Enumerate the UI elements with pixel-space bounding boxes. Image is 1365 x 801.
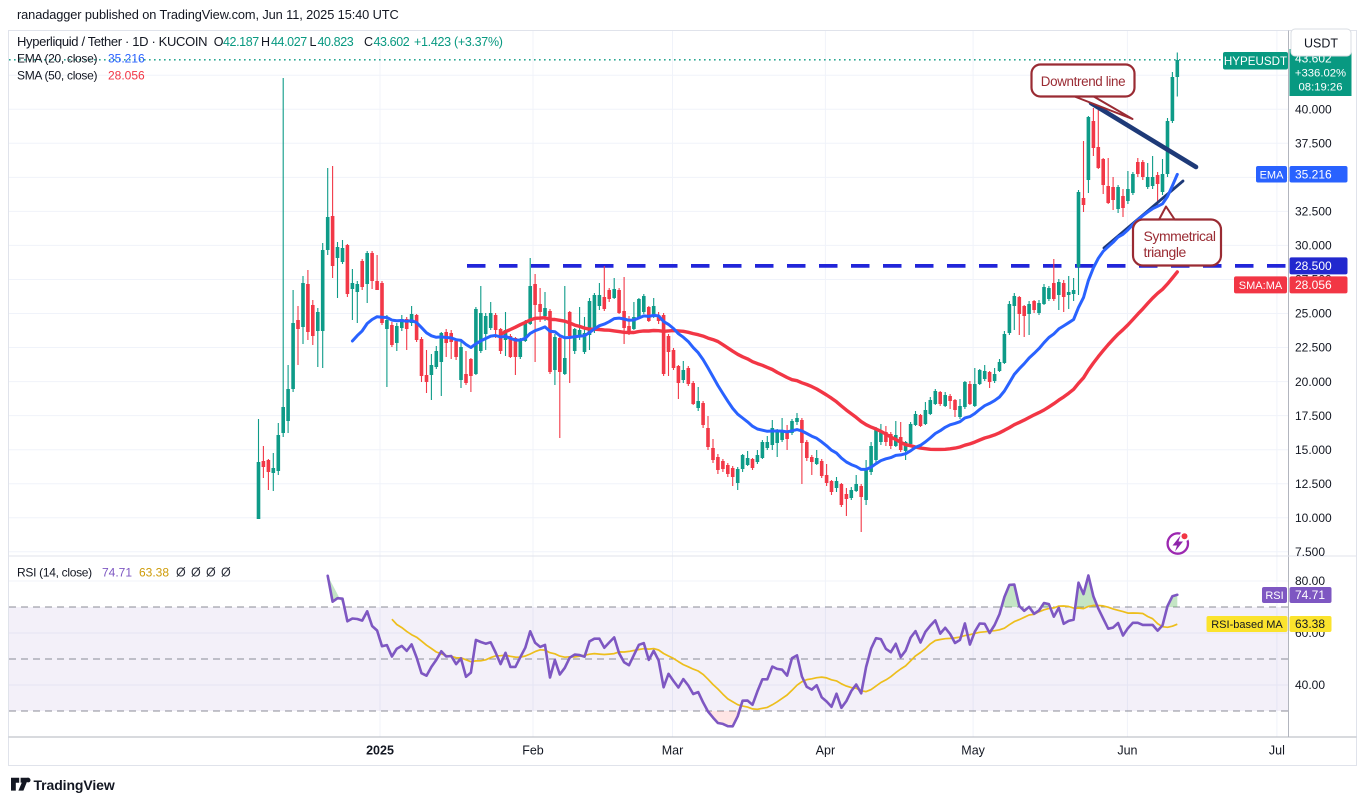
svg-text:+336.02%: +336.02%	[1295, 68, 1346, 80]
svg-text:Symmetrical: Symmetrical	[1144, 228, 1216, 244]
svg-text:Mar: Mar	[662, 744, 684, 758]
svg-text:37.500: 37.500	[1295, 137, 1332, 151]
svg-text:17.500: 17.500	[1295, 409, 1332, 423]
svg-text:28.056: 28.056	[108, 69, 145, 83]
svg-text:Apr: Apr	[816, 744, 835, 758]
svg-text:H: H	[261, 35, 270, 49]
svg-text:C: C	[364, 35, 373, 49]
svg-text:HYPEUSDT: HYPEUSDT	[1224, 55, 1287, 68]
svg-text:08:19:26: 08:19:26	[1299, 82, 1343, 94]
svg-text:74.71: 74.71	[102, 566, 132, 580]
svg-text:May: May	[961, 744, 985, 758]
svg-text:RSI-based MA: RSI-based MA	[1211, 619, 1283, 631]
svg-text:44.027: 44.027	[271, 35, 307, 49]
svg-text:EMA (20, close): EMA (20, close)	[17, 51, 98, 65]
svg-text:22.500: 22.500	[1295, 341, 1332, 355]
svg-text:SMA (50, close): SMA (50, close)	[17, 69, 98, 83]
svg-text:Jun: Jun	[1117, 744, 1137, 758]
svg-text:43.602: 43.602	[374, 35, 410, 49]
svg-text:Ø: Ø	[206, 566, 216, 580]
svg-text:triangle: triangle	[1144, 244, 1187, 260]
svg-text:RSI (14, close): RSI (14, close)	[17, 566, 92, 580]
svg-text:80.00: 80.00	[1295, 574, 1325, 588]
svg-text:28.056: 28.056	[1295, 278, 1332, 292]
svg-text:32.500: 32.500	[1295, 205, 1332, 219]
svg-text:EMA: EMA	[1260, 169, 1285, 181]
svg-text:SMA:MA: SMA:MA	[1239, 280, 1283, 292]
svg-text:Feb: Feb	[522, 744, 544, 758]
svg-text:Ø: Ø	[221, 566, 231, 580]
svg-text:74.71: 74.71	[1295, 588, 1325, 602]
svg-text:+1.423 (+3.37%): +1.423 (+3.37%)	[414, 35, 503, 49]
svg-text:35.216: 35.216	[108, 51, 145, 65]
svg-text:2025: 2025	[366, 744, 394, 758]
svg-text:20.000: 20.000	[1295, 375, 1332, 389]
svg-text:35.216: 35.216	[1295, 167, 1332, 181]
svg-text:42.187: 42.187	[223, 35, 259, 49]
svg-text:Ø: Ø	[191, 566, 201, 580]
svg-text:ranadagger published on Tradin: ranadagger published on TradingView.com,…	[17, 7, 399, 22]
svg-text:10.000: 10.000	[1295, 511, 1332, 525]
svg-text:25.000: 25.000	[1295, 307, 1332, 321]
svg-text:15.000: 15.000	[1295, 443, 1332, 457]
svg-text:Hyperliquid / Tether · 1D · KU: Hyperliquid / Tether · 1D · KUCOIN	[17, 34, 207, 49]
svg-text:28.500: 28.500	[1295, 259, 1332, 273]
svg-text:O: O	[214, 35, 224, 49]
svg-text:Ø: Ø	[176, 566, 186, 580]
svg-text:63.38: 63.38	[1295, 617, 1325, 631]
svg-text:7.500: 7.500	[1295, 545, 1325, 559]
svg-text:Downtrend line: Downtrend line	[1041, 74, 1125, 89]
svg-text:USDT: USDT	[1304, 36, 1338, 50]
svg-text:40.823: 40.823	[318, 35, 354, 49]
svg-text:TradingView: TradingView	[34, 777, 115, 793]
svg-text:RSI: RSI	[1265, 590, 1283, 602]
svg-text:Jul: Jul	[1269, 744, 1285, 758]
svg-text:L: L	[310, 35, 317, 49]
svg-text:40.000: 40.000	[1295, 103, 1332, 117]
svg-text:63.38: 63.38	[139, 566, 169, 580]
svg-text:12.500: 12.500	[1295, 477, 1332, 491]
svg-text:40.00: 40.00	[1295, 678, 1325, 692]
svg-text:30.000: 30.000	[1295, 239, 1332, 253]
